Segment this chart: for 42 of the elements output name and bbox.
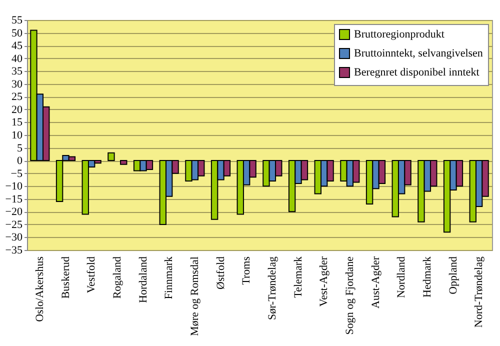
- y-tick-label: 0: [17, 155, 23, 168]
- legend-label: Beregnret disponibel inntekt: [354, 66, 480, 78]
- x-tick-label: Buskerud: [60, 256, 72, 299]
- y-tick-label: 30: [12, 78, 23, 90]
- y-tick-label: 40: [12, 52, 23, 65]
- y-tick-label: 50: [12, 27, 23, 40]
- legend-label: Bruttoregionprodukt: [354, 28, 444, 40]
- x-tick-label: Nordland: [396, 256, 408, 298]
- x-tick-label: Sogn og Fjordane: [344, 256, 356, 335]
- y-tick-label: 25: [12, 91, 23, 104]
- x-tick-label: Telemark: [292, 256, 304, 298]
- x-tick-label: Troms: [240, 256, 253, 285]
- x-tick-label: Hordaland: [137, 256, 150, 303]
- y-tick-label: 10: [12, 130, 23, 142]
- y-tick-label: 35: [12, 66, 23, 78]
- x-tick-label: Finnmark: [163, 256, 176, 300]
- x-tick-label: Oslo/Akershus: [34, 256, 46, 322]
- y-tick-label: −5: [10, 168, 23, 180]
- bar: [120, 160, 128, 165]
- y-tick-label: −30: [5, 232, 23, 244]
- y-tick-label: −35: [5, 244, 23, 256]
- x-tick-label: Vestfold: [86, 256, 98, 294]
- y-tick-label: 15: [12, 116, 23, 129]
- legend-label: Bruttoinntekt, selvangivelsen: [354, 48, 484, 60]
- y-tick-label: −20: [5, 206, 23, 218]
- x-tick-label: Hedmark: [421, 256, 434, 298]
- x-tick-label: Nord-Trøndelag: [473, 256, 486, 328]
- y-tick-label: −15: [5, 193, 23, 206]
- x-tick-label: Sør-Trøndelag: [266, 256, 278, 320]
- y-tick-label: −25: [5, 218, 23, 231]
- bar: [108, 152, 115, 162]
- y-tick-label: 5: [17, 142, 23, 154]
- x-tick-label: Rogaland: [111, 256, 124, 299]
- y-tick-label: 20: [12, 104, 23, 116]
- x-tick-label: Aust-Agder: [370, 256, 382, 308]
- x-tick-label: Møre og Romsdal: [188, 256, 201, 336]
- y-tick-label: −10: [5, 180, 23, 193]
- x-tick-label: Oppland: [447, 256, 460, 294]
- x-tick-label: Østfold: [214, 256, 227, 290]
- x-tick-label: Vest-Agder: [318, 256, 330, 307]
- y-tick-label: 45: [12, 40, 23, 52]
- y-tick-label: 55: [12, 14, 23, 26]
